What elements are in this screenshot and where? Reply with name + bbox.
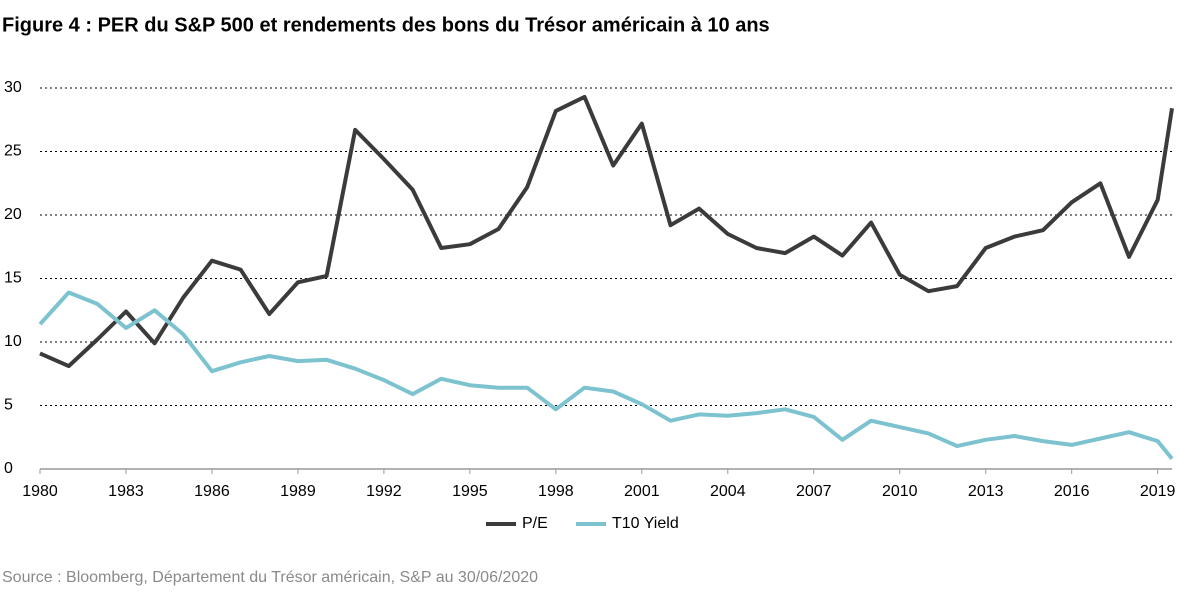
x-tick-label: 2007 (796, 483, 832, 500)
x-tick-label: 1992 (366, 483, 402, 500)
x-tick-label: 2016 (1054, 483, 1090, 500)
x-tick-label: 1989 (280, 483, 316, 500)
x-tick-label: 2004 (710, 483, 746, 500)
y-tick-label: 25 (4, 143, 22, 160)
x-tick-label: 1983 (108, 483, 144, 500)
x-tick-label: 2010 (882, 483, 918, 500)
x-tick-label: 1995 (452, 483, 488, 500)
chart-title: Figure 4 : PER du S&P 500 et rendements … (2, 14, 770, 36)
y-tick-label: 20 (4, 206, 22, 223)
y-tick-label: 10 (4, 333, 22, 350)
legend-label: T10 Yield (612, 515, 679, 532)
x-tick-label: 2013 (968, 483, 1004, 500)
source-note: Source : Bloomberg, Département du Tréso… (2, 569, 538, 586)
line-series (38, 290, 1174, 461)
x-tick-label: 2001 (624, 483, 660, 500)
y-tick-label: 5 (4, 397, 13, 414)
x-tick-label: 2019 (1140, 483, 1176, 500)
x-tick-label: 1986 (194, 483, 230, 500)
legend-label: P/E (522, 515, 548, 532)
x-tick-label: 1980 (22, 483, 58, 500)
x-tick-label: 1998 (538, 483, 574, 500)
y-tick-label: 15 (4, 270, 22, 287)
y-tick-label: 0 (4, 460, 13, 477)
line-series (39, 94, 1174, 369)
y-tick-label: 30 (4, 79, 22, 96)
